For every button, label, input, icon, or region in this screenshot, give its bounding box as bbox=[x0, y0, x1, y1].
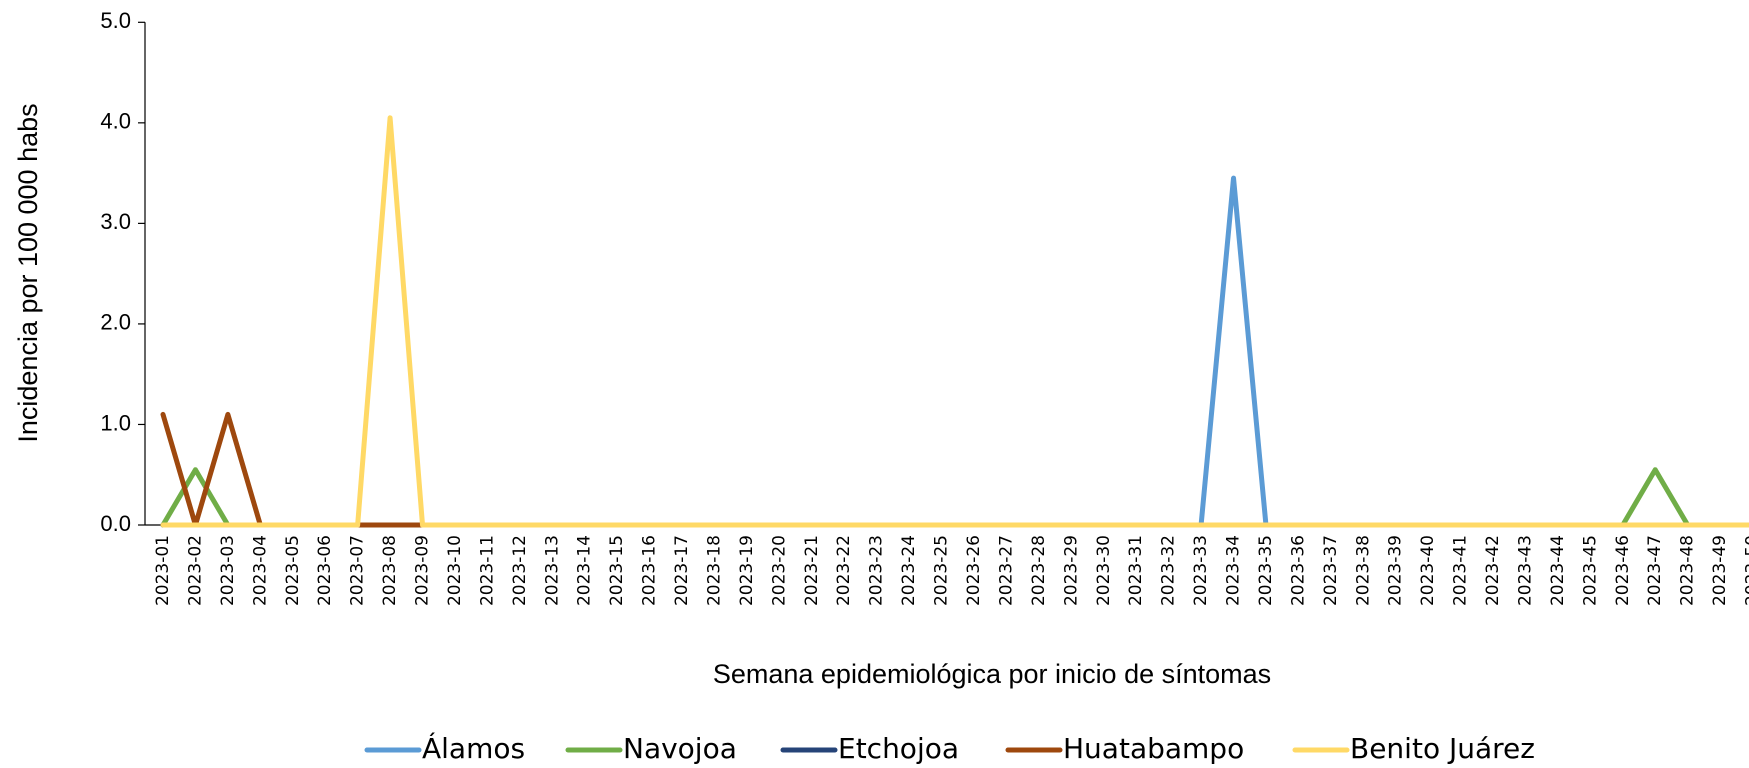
x-axis-title: Semana epidemiológica por inicio de sínt… bbox=[713, 659, 1271, 689]
x-tick-label: 2023-21 bbox=[802, 535, 822, 606]
x-tick-label: 2023-13 bbox=[542, 535, 562, 606]
x-tick-label: 2023-16 bbox=[640, 535, 660, 606]
x-tick-label: 2023-05 bbox=[283, 535, 303, 606]
x-tick-label: 2023-33 bbox=[1191, 535, 1211, 606]
x-tick-label: 2023-19 bbox=[737, 535, 757, 606]
series-line bbox=[160, 467, 1749, 528]
legend-label: Huatabampo bbox=[1063, 732, 1244, 765]
y-tick-label: 5.0 bbox=[100, 8, 131, 33]
x-tick-label: 2023-49 bbox=[1710, 535, 1730, 606]
y-tick-label: 0.0 bbox=[100, 511, 131, 536]
x-tick-label: 2023-26 bbox=[964, 535, 984, 606]
x-tick-label: 2023-02 bbox=[185, 535, 205, 606]
legend-label: Navojoa bbox=[623, 732, 737, 765]
x-tick-label: 2023-14 bbox=[575, 535, 595, 606]
y-axis-title: Incidencia por 100 000 habs bbox=[13, 103, 43, 442]
x-tick-label: 2023-37 bbox=[1321, 535, 1341, 606]
x-tick-label: 2023-34 bbox=[1224, 535, 1244, 606]
x-tick-label: 2023-44 bbox=[1548, 535, 1568, 606]
y-tick-label: 3.0 bbox=[100, 209, 131, 234]
x-tick-label: 2023-25 bbox=[932, 535, 952, 606]
x-tick-label: 2023-32 bbox=[1159, 535, 1179, 606]
x-tick-label: 2023-43 bbox=[1515, 535, 1535, 606]
x-tick-label: 2023-47 bbox=[1645, 535, 1665, 606]
x-tick-label: 2023-27 bbox=[996, 535, 1016, 606]
x-tick-label: 2023-11 bbox=[477, 535, 497, 606]
x-tick-label: 2023-15 bbox=[607, 535, 627, 606]
x-tick-label: 2023-31 bbox=[1126, 535, 1146, 606]
x-tick-label: 2023-18 bbox=[704, 535, 724, 606]
x-tick-label: 2023-12 bbox=[510, 535, 530, 606]
y-tick-label: 4.0 bbox=[100, 109, 131, 134]
x-tick-label: 2023-07 bbox=[348, 535, 368, 606]
y-tick-label: 1.0 bbox=[100, 410, 131, 435]
x-tick-label: 2023-38 bbox=[1353, 535, 1373, 606]
x-tick-label: 2023-41 bbox=[1451, 535, 1471, 606]
x-tick-label: 2023-09 bbox=[413, 535, 433, 606]
legend-label: Álamos bbox=[422, 731, 525, 765]
x-tick-label: 2023-08 bbox=[380, 535, 400, 606]
x-tick-label: 2023-40 bbox=[1418, 535, 1438, 606]
x-tick-label: 2023-03 bbox=[218, 535, 238, 606]
x-tick-label: 2023-20 bbox=[769, 535, 789, 606]
x-tick-label: 2023-39 bbox=[1386, 535, 1406, 606]
x-tick-label: 2023-46 bbox=[1613, 535, 1633, 606]
x-tick-label: 2023-10 bbox=[445, 535, 465, 606]
legend-label: Etchojoa bbox=[838, 732, 959, 765]
x-tick-label: 2023-42 bbox=[1483, 535, 1503, 606]
series-line bbox=[160, 411, 1749, 528]
x-tick-label: 2023-17 bbox=[672, 535, 692, 606]
x-tick-label: 2023-35 bbox=[1256, 535, 1276, 606]
x-tick-label: 2023-36 bbox=[1288, 535, 1308, 606]
x-tick-label: 2023-45 bbox=[1580, 535, 1600, 606]
x-tick-label: 2023-24 bbox=[899, 535, 919, 606]
x-tick-label: 2023-04 bbox=[250, 535, 270, 606]
x-tick-label: 2023-29 bbox=[1061, 535, 1081, 606]
x-tick-label: 2023-28 bbox=[1029, 535, 1049, 606]
y-tick-label: 2.0 bbox=[100, 310, 131, 335]
x-tick-label: 2023-01 bbox=[153, 535, 173, 606]
x-tick-label: 2023-06 bbox=[315, 535, 335, 606]
x-tick-label: 2023-50 bbox=[1743, 535, 1749, 606]
x-tick-label: 2023-23 bbox=[867, 535, 887, 606]
x-tick-label: 2023-22 bbox=[834, 535, 854, 606]
legend-label: Benito Juárez bbox=[1350, 732, 1535, 765]
x-tick-label: 2023-30 bbox=[1094, 535, 1114, 606]
x-tick-label: 2023-48 bbox=[1678, 535, 1698, 606]
series-line bbox=[160, 115, 1749, 528]
